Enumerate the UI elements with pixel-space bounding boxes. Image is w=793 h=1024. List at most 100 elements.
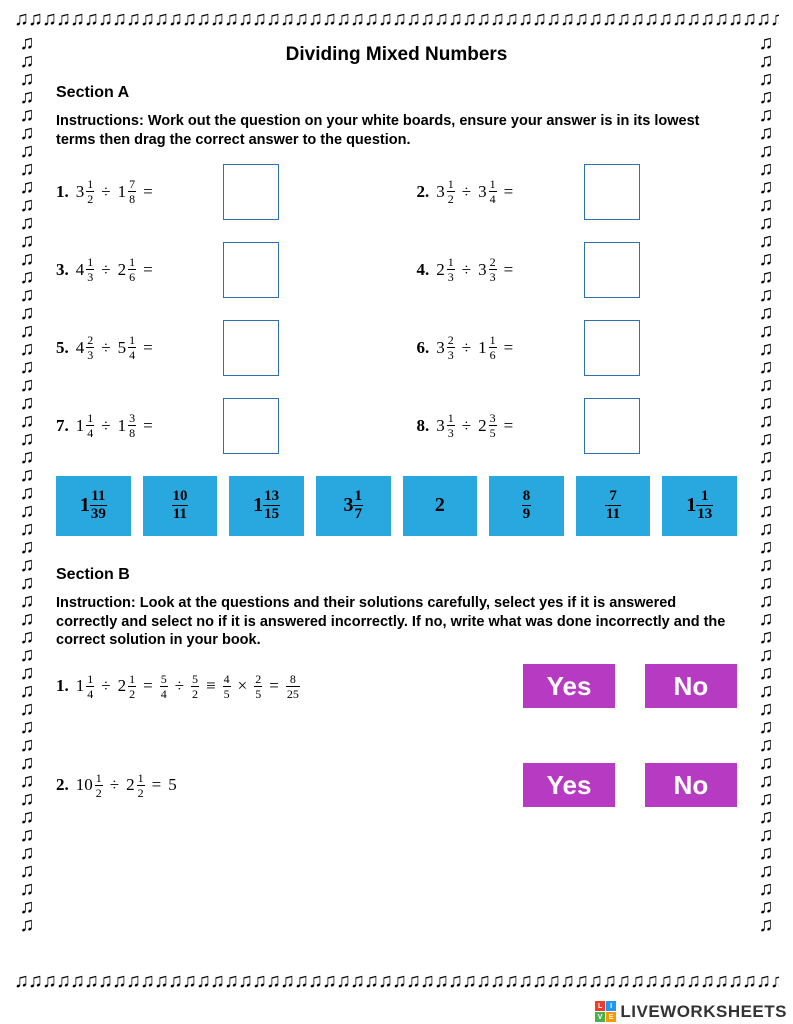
answer-tile-6[interactable]: 89 [489,476,564,536]
q-b1-text: 1. 114 ÷ 212 = 54 ÷ 52 ≡ 45 × 25 = 825 [56,673,376,700]
q-b1-operand-b: 212 [118,673,137,700]
operand-b: 314 [478,178,497,205]
q-b1-yes-button[interactable]: Yes [523,664,615,708]
q-b1-operand-a: 114 [76,673,95,700]
equals-op: = [504,416,514,436]
question-5: 5. 423 ÷ 514 = [56,320,377,376]
question-number: 6. [417,338,430,358]
watermark-logo: LIVE [595,1001,616,1022]
question-1: 1. 312 ÷ 178 = [56,164,377,220]
equals-op: = [504,338,514,358]
question-number: 8. [417,416,430,436]
divide-op: ÷ [101,338,110,358]
question-number: 5. [56,338,69,358]
question-text: 5. 423 ÷ 514 = [56,334,211,361]
answer-drop-zone[interactable] [223,242,279,298]
question-3: 3.413÷216= [56,242,377,298]
q-b2-yes-button[interactable]: Yes [523,763,615,807]
operand-a: 312 [76,178,95,205]
question-4: 4.213÷323= [417,242,738,298]
equals-op: = [143,182,153,202]
operand-b: 138 [118,412,137,439]
operand-a: 323 [436,334,455,361]
border-left-notes: ♫♫♫♫♫♫♫♫♫♫♫♫♫♫♫♫♫♫♫♫♫♫♫♫♫♫♫♫♫♫♫♫♫♫♫♫♫♫♫♫… [14,34,40,970]
equals-op: = [504,260,514,280]
equals-op: = [504,182,514,202]
q-b1-yn-row: Yes No [523,664,737,708]
questions-grid: 1. 312 ÷ 178 = 2. 312 ÷ 314 = 3. 413 ÷ 216 = 4. 213 ÷ 323 =… [56,164,737,454]
answer-drop-zone[interactable] [584,164,640,220]
operand-a: 413 [76,256,95,283]
page-title: Dividing Mixed Numbers [56,44,737,66]
section-b-question-2: 2. 1012 ÷ 212 = 5 Yes No [56,763,737,807]
answer-tile-2[interactable]: 1011 [143,476,218,536]
watermark: LIVE LIVEWORKSHEETS [595,1001,787,1022]
divide-op: ÷ [101,260,110,280]
equals-op: = [143,416,153,436]
question-number: 1. [56,182,69,202]
section-a-heading: Section A [56,84,737,102]
question-text: 6.323÷116= [417,334,572,361]
answer-drop-zone[interactable] [223,398,279,454]
section-a-instructions: Instructions: Work out the question on y… [56,112,737,150]
q-b1-no-button[interactable]: No [645,664,737,708]
question-6: 6.323÷116= [417,320,738,376]
question-number: 7. [56,416,69,436]
section-b-question-1: 1. 114 ÷ 212 = 54 ÷ 52 ≡ 45 × 25 = 825 Y… [56,664,737,708]
operand-a: 114 [76,412,95,439]
divide-op: ÷ [110,775,119,795]
operand-b: 514 [118,334,137,361]
question-text: 4.213÷323= [417,256,572,283]
answer-tile-7[interactable]: 711 [576,476,651,536]
section-b-heading: Section B [56,566,737,584]
section-b-instructions: Instruction: Look at the questions and t… [56,594,737,651]
operand-a: 213 [436,256,455,283]
border-top-notes: ♫♫♫♫♫♫♫♫♫♫♫♫♫♫♫♫♫♫♫♫♫♫♫♫♫♫♫♫♫♫♫♫♫♫♫♫♫♫♫♫… [14,8,779,34]
operand-b: 323 [478,256,497,283]
divide-op: ÷ [462,182,471,202]
border-bottom-notes: ♫♫♫♫♫♫♫♫♫♫♫♫♫♫♫♫♫♫♫♫♫♫♫♫♫♫♫♫♫♫♫♫♫♫♫♫♫♫♫♫… [14,970,779,996]
q-b2-result: 5 [168,775,177,795]
divide-op: ÷ [101,182,110,202]
answer-tile-5[interactable]: 2 [403,476,478,536]
content-area: Dividing Mixed Numbers Section A Instruc… [56,44,737,960]
answer-drop-zone[interactable] [223,164,279,220]
operand-b: 216 [118,256,137,283]
answer-tiles-row: 111391011113153172897111113 [56,476,737,536]
question-2: 2. 312 ÷ 314 = [417,164,738,220]
question-number: 2. [417,182,430,202]
equals-op: = [143,338,153,358]
question-number: 3. [56,260,69,280]
answer-tile-1[interactable]: 11139 [56,476,131,536]
q-b2-number: 2. [56,775,69,795]
divide-op: ÷ [101,676,110,696]
q-b1-number: 1. [56,676,69,696]
divide-op: ÷ [462,416,471,436]
answer-drop-zone[interactable] [223,320,279,376]
answer-tile-3[interactable]: 11315 [229,476,304,536]
q-b2-operand-a: 1012 [76,772,103,799]
answer-tile-8[interactable]: 1113 [662,476,737,536]
question-8: 8. 313 ÷ 235 = [417,398,738,454]
operand-a: 423 [76,334,95,361]
question-7: 7. 114 ÷ 138 = [56,398,377,454]
q-b2-operand-b: 212 [126,772,145,799]
answer-drop-zone[interactable] [584,242,640,298]
operand-a: 313 [436,412,455,439]
question-text: 7. 114 ÷ 138 = [56,412,211,439]
q-b2-yn-row: Yes No [523,763,737,807]
divide-op: ÷ [101,416,110,436]
border-right-notes: ♫♫♫♫♫♫♫♫♫♫♫♫♫♫♫♫♫♫♫♫♫♫♫♫♫♫♫♫♫♫♫♫♫♫♫♫♫♫♫♫… [753,34,779,970]
q-b2-no-button[interactable]: No [645,763,737,807]
operand-a: 312 [436,178,455,205]
operand-b: 178 [118,178,137,205]
answer-tile-4[interactable]: 317 [316,476,391,536]
question-text: 2. 312 ÷ 314 = [417,178,572,205]
operand-b: 235 [478,412,497,439]
question-number: 4. [417,260,430,280]
answer-drop-zone[interactable] [584,398,640,454]
question-text: 8. 313 ÷ 235 = [417,412,572,439]
watermark-text: LIVEWORKSHEETS [620,1002,787,1022]
divide-op: ÷ [462,338,471,358]
answer-drop-zone[interactable] [584,320,640,376]
